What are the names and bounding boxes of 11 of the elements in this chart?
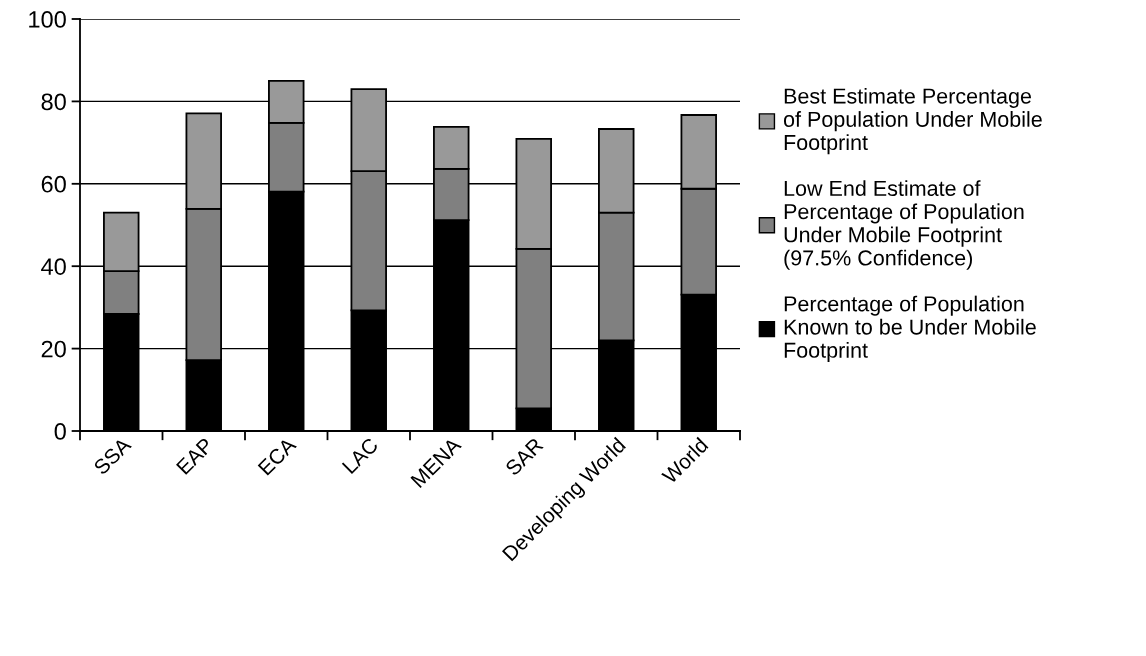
legend-label: Low End Estimate of Percentage of Population Under Mobile Footprint (97.5% Confidence) [784, 180, 1024, 270]
legend-label: Percentage of Population Known to be Under Mobile Footprint [784, 295, 1036, 363]
y-tick-label: 0 [54, 423, 66, 440]
y-tick-label: 100 [29, 11, 66, 28]
y-tick-label: 20 [41, 340, 66, 358]
legend-label: Best Estimate Percentage of Population Under Mobile Footprint [783, 87, 1042, 155]
x-tick-label: LAC [341, 436, 380, 475]
x-tick-label: SSA [92, 436, 133, 476]
y-tick-label: 80 [41, 93, 66, 111]
y-tick-label: 60 [41, 175, 66, 193]
y-tick-label: 40 [41, 258, 66, 275]
